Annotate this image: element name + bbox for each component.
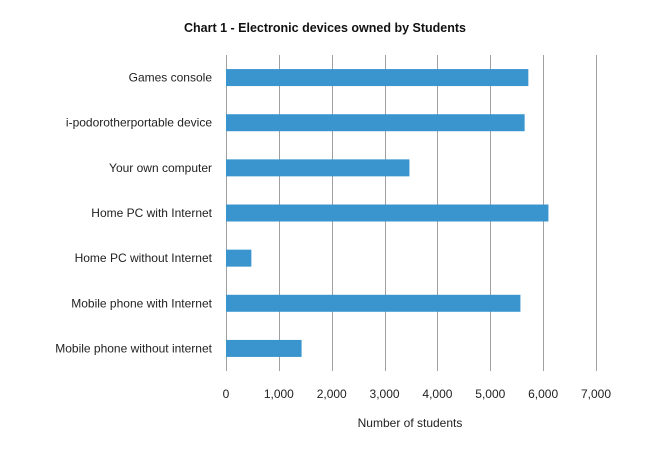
bar-2 xyxy=(226,114,525,132)
bar-4 xyxy=(226,204,549,222)
category-label-3: Your own computer xyxy=(109,161,212,175)
x-tick-label-2000: 2,000 xyxy=(317,387,347,401)
x-tick-labels: 0 1,000 2,000 3,000 4,000 5,000 6,000 7,000 xyxy=(223,387,612,401)
x-tick-label-6000: 6,000 xyxy=(528,387,558,401)
bar-7 xyxy=(226,339,302,357)
x-tick-label-0: 0 xyxy=(223,387,230,401)
category-label-4: Home PC with Internet xyxy=(91,206,212,220)
category-label-5: Home PC without Internet xyxy=(75,251,213,265)
bar-1 xyxy=(226,69,529,87)
x-tick-label-1000: 1,000 xyxy=(264,387,294,401)
category-label-2: i-podorotherportable device xyxy=(66,116,212,130)
chart-title: Chart 1 - Electronic devices owned by St… xyxy=(184,21,466,35)
bar-5 xyxy=(226,249,252,267)
x-tick-label-4000: 4,000 xyxy=(422,387,452,401)
category-labels: Games console i-podorotherportable device… xyxy=(55,71,212,356)
x-axis-label: Number of students xyxy=(358,416,463,430)
category-label-6: Mobile phone with Internet xyxy=(71,296,212,310)
bar-3 xyxy=(226,159,410,177)
bars xyxy=(226,69,549,357)
x-tick-label-7000: 7,000 xyxy=(581,387,611,401)
x-tick-label-5000: 5,000 xyxy=(475,387,505,401)
x-tick-label-3000: 3,000 xyxy=(370,387,400,401)
bar-6 xyxy=(226,294,521,312)
category-label-1: Games console xyxy=(129,71,213,85)
category-label-7: Mobile phone without internet xyxy=(55,341,212,355)
